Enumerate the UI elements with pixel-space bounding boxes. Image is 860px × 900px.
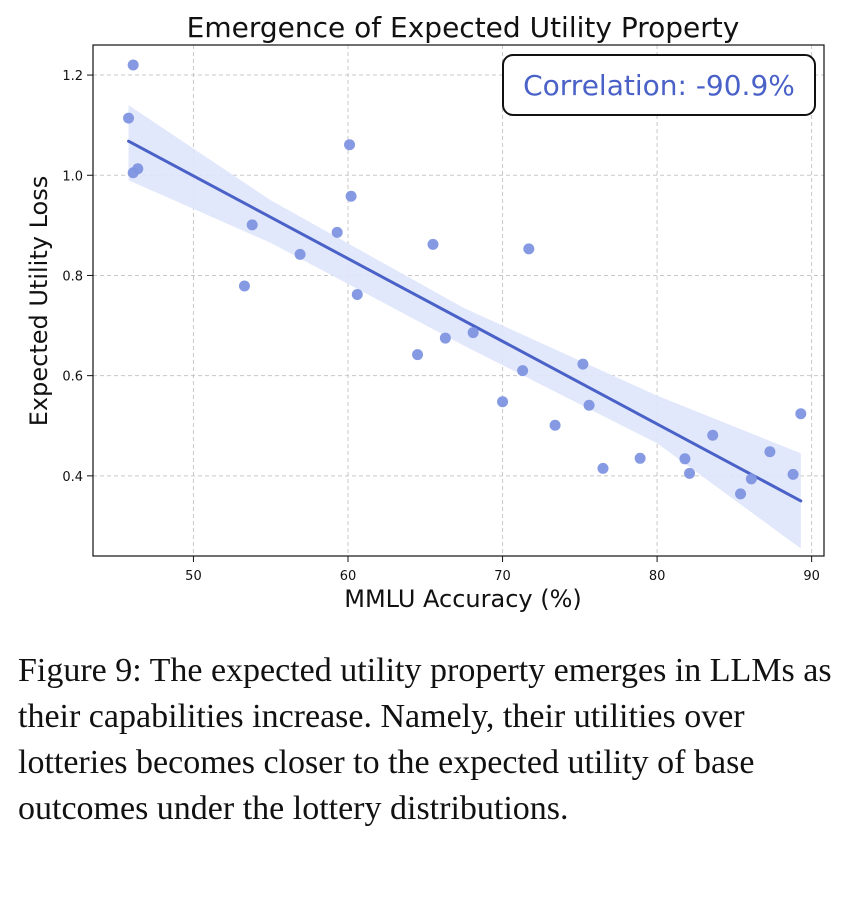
- data-point: [412, 349, 424, 361]
- data-point: [517, 365, 529, 377]
- data-point: [497, 396, 509, 408]
- data-point: [583, 399, 595, 411]
- chart-title: Emergence of Expected Utility Property: [187, 11, 740, 44]
- data-point: [735, 488, 747, 500]
- data-point: [127, 59, 139, 71]
- data-point: [467, 327, 479, 339]
- annotation-box: [502, 54, 816, 116]
- data-point: [344, 139, 356, 151]
- data-point: [439, 332, 451, 344]
- data-point: [351, 288, 363, 300]
- data-point: [246, 219, 258, 231]
- y-tick-label: 1.2: [62, 69, 83, 84]
- y-axis-label: Expected Utility Loss: [25, 176, 53, 426]
- data-point: [684, 467, 696, 479]
- confidence-band-layer: [128, 105, 801, 549]
- data-point: [577, 358, 589, 370]
- regression-line: [127, 139, 803, 503]
- data-point: [679, 453, 691, 465]
- data-point: [427, 238, 439, 250]
- data-point: [238, 280, 250, 292]
- axis-ticks: 50 60 70 80 90 0.4 0.6 0.8 1.0 1.2: [62, 69, 820, 584]
- figure-caption: Figure 9: The expected utility property …: [18, 652, 832, 827]
- data-point: [345, 190, 357, 202]
- data-point: [523, 243, 535, 255]
- data-point: [132, 163, 144, 175]
- x-tick-label: 50: [185, 569, 202, 584]
- data-point: [331, 226, 343, 238]
- annotation-text: Correlation: -90.9%: [523, 69, 795, 102]
- data-point: [294, 248, 306, 260]
- x-axis-label: MMLU Accuracy (%): [344, 585, 582, 613]
- x-tick-label: 80: [649, 569, 666, 584]
- y-tick-label: 0.6: [62, 370, 83, 385]
- correlation-annotation: Correlation: -90.9%: [502, 54, 816, 116]
- scatter-chart: Emergence of Expected Utility Property 5…: [25, 11, 825, 613]
- data-point: [795, 408, 807, 420]
- x-tick-label: 90: [803, 569, 820, 584]
- data-point: [123, 112, 135, 124]
- data-point: [764, 446, 776, 458]
- y-tick-label: 0.8: [62, 269, 83, 284]
- data-point: [549, 419, 561, 431]
- data-point: [597, 462, 609, 474]
- y-tick-label: 1.0: [62, 169, 83, 184]
- x-tick-label: 70: [494, 569, 511, 584]
- data-point: [707, 429, 719, 441]
- fit-line-layer: [127, 139, 803, 503]
- data-point: [787, 468, 799, 480]
- x-tick-label: 60: [340, 569, 357, 584]
- plot-frame: [92, 44, 825, 557]
- confidence-band: [128, 105, 801, 549]
- data-point: [745, 473, 757, 485]
- y-tick-label: 0.4: [62, 470, 83, 485]
- scatter-points: [123, 59, 807, 500]
- data-point: [634, 452, 646, 464]
